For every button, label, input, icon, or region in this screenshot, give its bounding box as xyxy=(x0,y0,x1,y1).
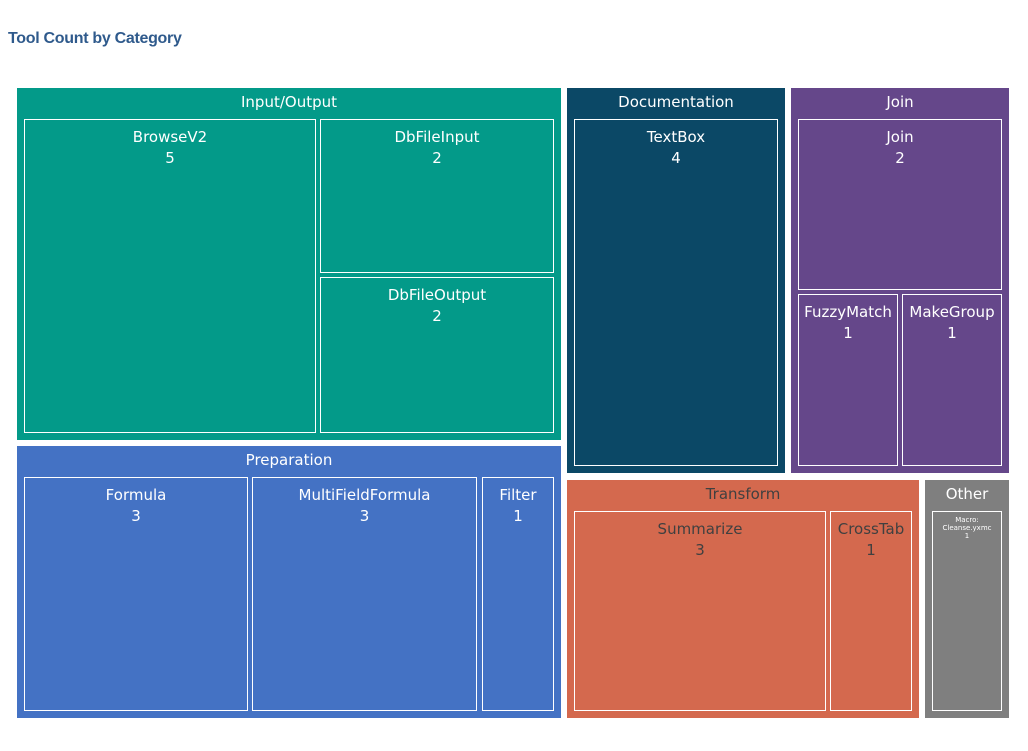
tile-crosstab[interactable]: CrossTab 1 xyxy=(830,511,912,711)
category-label: Other xyxy=(945,485,989,503)
tile-label: MakeGroup xyxy=(909,303,995,321)
tile-makegroup[interactable]: MakeGroup 1 xyxy=(902,294,1002,466)
tile-label: CrossTab xyxy=(837,520,905,538)
tile-value: 5 xyxy=(165,149,175,167)
tile-value: 1 xyxy=(947,324,957,342)
chart-title: Tool Count by Category xyxy=(8,30,182,47)
category-join[interactable]: Join xyxy=(791,88,1009,473)
tile-label: Filter xyxy=(499,486,537,504)
category-label: Preparation xyxy=(245,451,333,469)
tile-value: 2 xyxy=(895,149,905,167)
tile-label: TextBox xyxy=(646,128,706,146)
category-preparation[interactable]: Preparation xyxy=(17,446,561,718)
category-other[interactable]: Other xyxy=(925,480,1009,718)
tile-value: 2 xyxy=(432,149,442,167)
tile-label: Join xyxy=(886,128,914,146)
tile-value: 2 xyxy=(432,307,442,325)
category-label: Join xyxy=(886,93,914,111)
tile-dbfileinput[interactable]: DbFileInput 2 xyxy=(320,119,554,273)
tile-filter[interactable]: Filter 1 xyxy=(482,477,554,711)
tile-label: MultiFieldFormula xyxy=(298,486,431,504)
tile-value: 3 xyxy=(359,507,370,525)
category-label: Input/Output xyxy=(241,93,337,111)
tile-label: Macro: Cleanse.yxmc xyxy=(942,516,992,532)
tile-label: DbFileOutput xyxy=(387,286,487,304)
tile-label: Summarize xyxy=(657,520,743,538)
tile-textbox[interactable]: TextBox 4 xyxy=(574,119,778,466)
tile-label: Formula xyxy=(105,486,167,504)
tile-formula[interactable]: Formula 3 xyxy=(24,477,248,711)
tile-value: 1 xyxy=(843,324,853,342)
tile-label: FuzzyMatch xyxy=(804,303,892,321)
tile-label: BrowseV2 xyxy=(132,128,208,146)
tile-value: 1 xyxy=(513,507,523,525)
tile-value: 3 xyxy=(131,507,141,525)
tile-join[interactable]: Join 2 xyxy=(798,119,1002,290)
tile-multifieldformula[interactable]: MultiFieldFormula 3 xyxy=(252,477,477,711)
tile-value: 1 xyxy=(866,541,876,559)
tile-value: 1 xyxy=(964,532,970,540)
tile-summarize[interactable]: Summarize 3 xyxy=(574,511,826,711)
tile-macro-cleanse-yxmc[interactable]: Macro: Cleanse.yxmc 1 xyxy=(932,511,1002,711)
tile-dbfileoutput[interactable]: DbFileOutput 2 xyxy=(320,277,554,433)
category-input-output[interactable]: Input/Output xyxy=(17,88,561,440)
tile-fuzzymatch[interactable]: FuzzyMatch 1 xyxy=(798,294,898,466)
tile-label: DbFileInput xyxy=(394,128,480,146)
category-label: Documentation xyxy=(618,93,734,111)
tile-value: 4 xyxy=(671,149,681,167)
category-documentation[interactable]: Documentation xyxy=(567,88,785,473)
tile-browsev2[interactable]: BrowseV2 5 xyxy=(24,119,316,433)
category-label: Transform xyxy=(705,485,781,503)
category-transform[interactable]: Transform xyxy=(567,480,919,718)
tile-value: 3 xyxy=(695,541,705,559)
